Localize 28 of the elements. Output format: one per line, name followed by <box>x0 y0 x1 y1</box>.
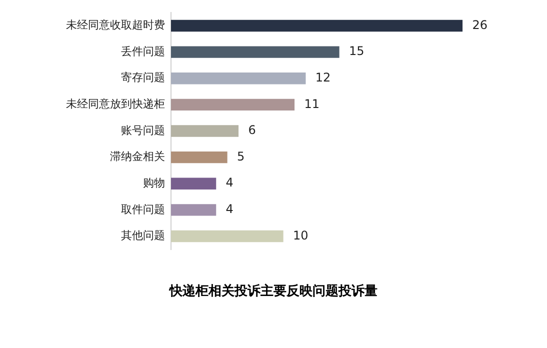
bar <box>171 98 295 111</box>
data-label: 4 <box>226 176 234 190</box>
bar <box>171 178 216 190</box>
y-tick-label: 未经同意放到快递柜 <box>66 98 165 111</box>
data-label: 26 <box>472 18 488 32</box>
y-tick-label: 其他问题 <box>121 229 165 242</box>
data-label: 15 <box>349 44 364 58</box>
text: 快递柜相关投诉主要反映问题投诉量 <box>168 282 378 300</box>
y-tick-label: 丢件问题 <box>121 44 165 58</box>
bar <box>171 230 284 242</box>
y-tick-label: 取件问题 <box>121 202 165 216</box>
y-tick-label: 账号问题 <box>121 124 165 137</box>
data-label: 12 <box>315 70 331 85</box>
data-label: 4 <box>226 202 234 216</box>
y-tick-label: 滞纳金相关 <box>110 150 165 164</box>
bar <box>171 125 239 137</box>
y-tick-label: 寄存问题 <box>121 71 165 84</box>
data-label: 6 <box>248 123 256 138</box>
data-label: 11 <box>304 96 320 111</box>
bar <box>171 151 228 164</box>
data-label: 5 <box>237 149 245 164</box>
data-label: 10 <box>293 228 308 242</box>
y-tick-label: 购物 <box>143 176 165 190</box>
y-tick-label: 未经同意收取超时费 <box>66 18 165 32</box>
bar <box>171 46 340 58</box>
bar <box>171 20 463 32</box>
bar <box>171 72 306 84</box>
bar <box>171 204 216 216</box>
